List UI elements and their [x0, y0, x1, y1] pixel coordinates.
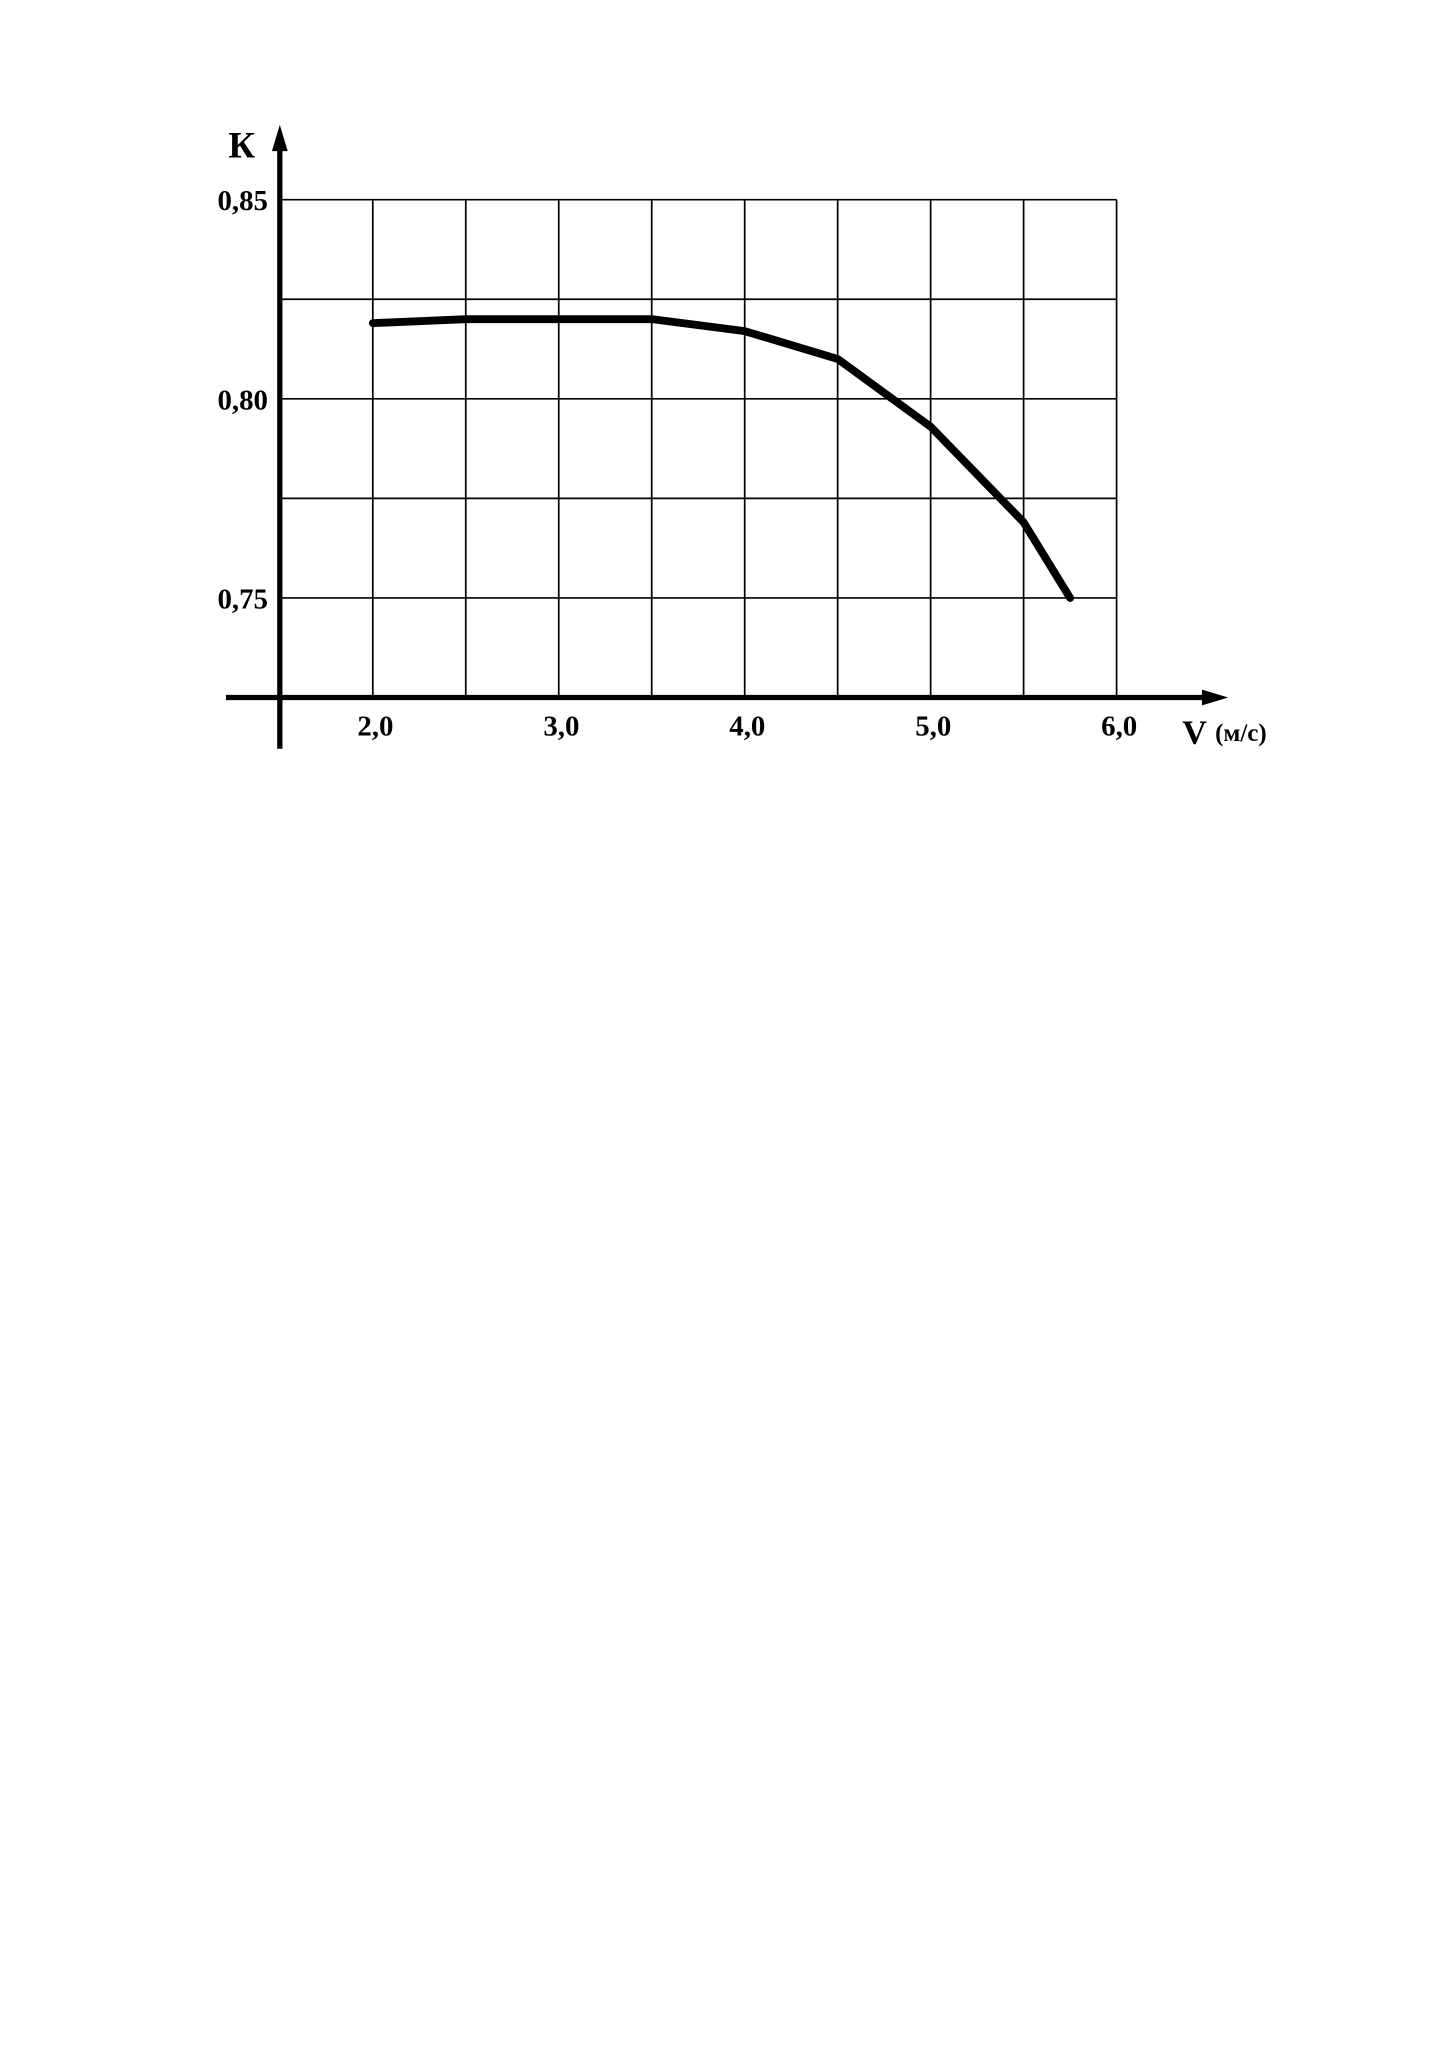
x-tick-label: 2,0 [357, 711, 393, 743]
y-axis-label: К [228, 125, 255, 166]
x-axis-label: V [1182, 714, 1207, 751]
x-axis-arrow [1201, 689, 1229, 706]
x-tick-label: 6,0 [1101, 711, 1137, 743]
data-line [368, 315, 1075, 602]
x-tick-label: 5,0 [915, 711, 951, 743]
x-tick-label: 4,0 [729, 711, 765, 743]
x-axis-unit: (м/с) [1215, 720, 1267, 747]
y-tick-label: 0,80 [217, 384, 268, 416]
y-tick-label: 0,85 [217, 185, 268, 217]
x-tick-label: 3,0 [543, 711, 579, 743]
y-tick-label: 0,75 [217, 583, 268, 615]
y-axis-arrow [271, 124, 288, 152]
